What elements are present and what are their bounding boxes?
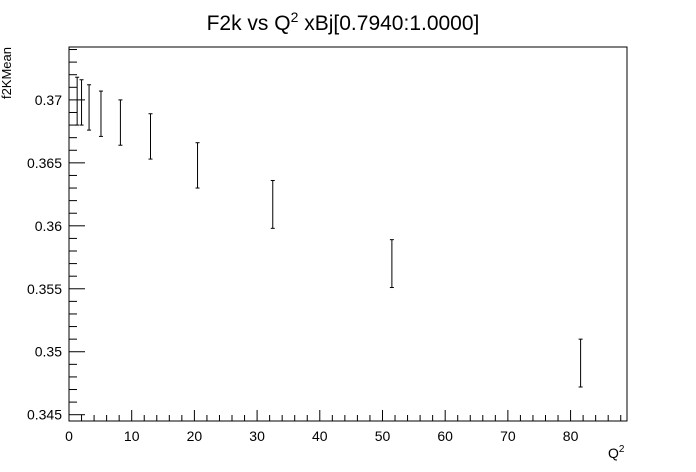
x-axis-ticks	[68, 410, 622, 421]
data-point	[389, 239, 394, 289]
data-point	[98, 90, 103, 137]
x-tick-label: 50	[375, 428, 391, 444]
data-point	[195, 142, 200, 189]
y-tick-label: 0.36	[35, 218, 62, 234]
y-axis-label: f2KMean	[0, 47, 14, 99]
y-tick-label: 0.355	[27, 281, 62, 297]
data-point	[87, 84, 92, 131]
x-axis-label: Q2	[608, 444, 625, 461]
data-point	[578, 338, 583, 388]
x-tick-label: 30	[249, 428, 265, 444]
y-tick-label: 0.365	[27, 155, 62, 171]
y-tick-label: 0.345	[27, 407, 62, 423]
data-point	[270, 179, 275, 229]
data-point	[75, 76, 80, 126]
x-tick-label: 80	[563, 428, 579, 444]
data-point	[148, 113, 153, 160]
chart-title: F2k vs Q2 xBj[0.7940:1.0000]	[207, 9, 480, 35]
x-axis-tick-labels: 0 10 20 30 40 50 60 70 80	[65, 428, 578, 444]
data-points	[75, 76, 583, 388]
x-tick-label: 10	[124, 428, 140, 444]
y-tick-label: 0.35	[35, 344, 62, 360]
x-tick-label: 0	[65, 428, 73, 444]
x-tick-label: 70	[500, 428, 516, 444]
x-tick-label: 20	[187, 428, 203, 444]
y-axis-tick-labels: 0.345 0.35 0.355 0.36 0.365 0.37	[27, 92, 62, 423]
y-tick-label: 0.37	[35, 92, 62, 108]
x-tick-label: 40	[312, 428, 328, 444]
y-axis-ticks	[69, 49, 85, 416]
plot-frame	[68, 46, 628, 422]
data-point	[118, 99, 123, 146]
data-point	[79, 79, 84, 126]
x-tick-label: 60	[437, 428, 453, 444]
